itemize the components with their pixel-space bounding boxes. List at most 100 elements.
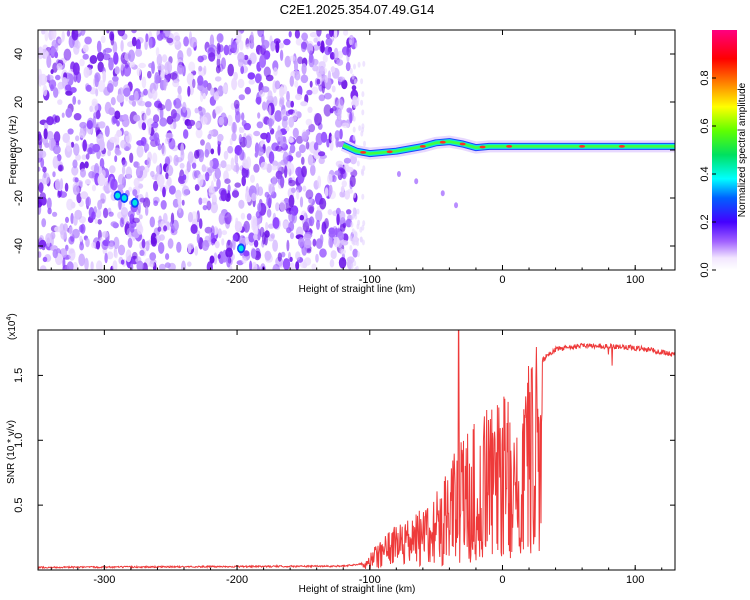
noise-blob — [141, 76, 147, 89]
noise-blob — [331, 85, 336, 93]
signal-peak — [579, 145, 586, 148]
noise-blob — [50, 84, 54, 92]
noise-blob — [341, 122, 350, 129]
noise-blob — [272, 160, 279, 167]
noise-blob — [141, 238, 146, 249]
y-tick-label: 20 — [13, 96, 25, 108]
noise-blob — [221, 57, 226, 70]
noise-blob — [329, 259, 335, 268]
noise-blob — [85, 84, 92, 92]
noise-blob — [187, 243, 194, 250]
noise-blob — [85, 153, 90, 160]
noise-blob — [94, 218, 98, 225]
noise-blob — [113, 76, 119, 88]
noise-blob — [104, 47, 113, 54]
noise-blob — [210, 225, 215, 239]
noise-blob — [210, 148, 215, 155]
snr-panel: -300 -200 -100 0 100 0.5 1.0 1.5 Height of stra… — [6, 313, 676, 595]
noise-blob — [144, 40, 148, 50]
noise-blob — [309, 80, 313, 88]
noise-blob — [145, 206, 149, 216]
noise-blob — [312, 238, 317, 247]
noise-blob — [285, 110, 291, 117]
snr-axes: -300 -200 -100 0 100 0.5 1.0 1.5 — [13, 330, 675, 586]
noise-blob — [217, 254, 221, 259]
noise-blob — [277, 42, 285, 49]
noise-blob — [266, 163, 273, 173]
noise-blob — [253, 239, 259, 248]
noise-blob — [241, 175, 246, 187]
noise-blob — [316, 78, 321, 85]
noise-blob — [272, 217, 280, 229]
noise-blob — [42, 84, 48, 97]
noise-blob — [362, 220, 366, 227]
noise-blob — [158, 102, 163, 109]
noise-blob — [95, 240, 101, 250]
noise-blob — [313, 147, 321, 160]
noise-blob — [153, 114, 160, 123]
noise-blob — [65, 216, 69, 223]
noise-blob — [121, 159, 128, 167]
noise-blob — [113, 236, 120, 249]
colorbar: 0.0 0.2 0.4 0.6 0.8 Normalized spectral ampl… — [699, 30, 748, 278]
noise-blob — [210, 201, 218, 214]
noise-blob — [251, 192, 257, 202]
noise-blob — [360, 130, 364, 137]
x-tick-label: -100 — [359, 274, 381, 286]
noise-blob — [350, 221, 354, 228]
noise-blob — [279, 86, 285, 97]
noise-blob — [231, 77, 238, 91]
noise-blob — [328, 230, 336, 238]
noise-blob — [120, 139, 127, 149]
noise-blob — [133, 114, 141, 122]
noise-blob — [345, 218, 352, 228]
noise-blob — [172, 79, 180, 88]
noise-blob — [84, 36, 92, 45]
noise-blob — [155, 165, 161, 174]
noise-blob — [357, 219, 361, 226]
noise-blob — [97, 80, 106, 93]
noise-blob — [327, 70, 331, 81]
noise-blob — [97, 61, 104, 73]
noise-blob — [167, 238, 174, 249]
noise-blob — [339, 191, 346, 198]
noise-blob — [54, 115, 61, 123]
noise-blob — [166, 176, 172, 187]
noise-blob — [359, 236, 363, 243]
noise-blob — [144, 101, 152, 108]
y-tick-label: 1.0 — [13, 433, 25, 448]
noise-blob — [294, 80, 299, 88]
noise-blob — [187, 151, 194, 164]
noise-blob — [138, 214, 143, 220]
noise-blob — [314, 113, 322, 126]
noise-blob — [208, 185, 215, 198]
noise-blob — [196, 85, 204, 91]
noise-blob — [343, 157, 351, 164]
noise-blob — [250, 31, 254, 45]
noise-blob — [218, 212, 225, 225]
noise-blob — [134, 90, 139, 102]
noise-blob — [104, 252, 108, 264]
noise-blob — [173, 120, 177, 130]
noise-blob — [260, 132, 268, 140]
noise-blob — [300, 101, 308, 107]
noise-blob — [44, 142, 50, 148]
noise-blob — [230, 157, 235, 170]
noise-blob — [250, 174, 255, 183]
noise-blob — [247, 59, 252, 65]
noise-blob — [310, 164, 316, 176]
noise-blob — [162, 186, 166, 198]
noise-blob — [226, 114, 233, 127]
noise-blob — [51, 30, 57, 40]
noise-blob — [90, 261, 94, 270]
noise-blob — [82, 53, 89, 60]
noise-blob — [169, 221, 174, 228]
noise-blob — [70, 212, 74, 225]
noise-blob — [72, 95, 77, 105]
noise-blob — [156, 53, 163, 67]
noise-blob — [341, 79, 348, 90]
noise-blob — [127, 237, 133, 248]
noise-blob — [356, 251, 360, 258]
noise-blob — [186, 122, 193, 130]
noise-blob — [112, 260, 118, 270]
